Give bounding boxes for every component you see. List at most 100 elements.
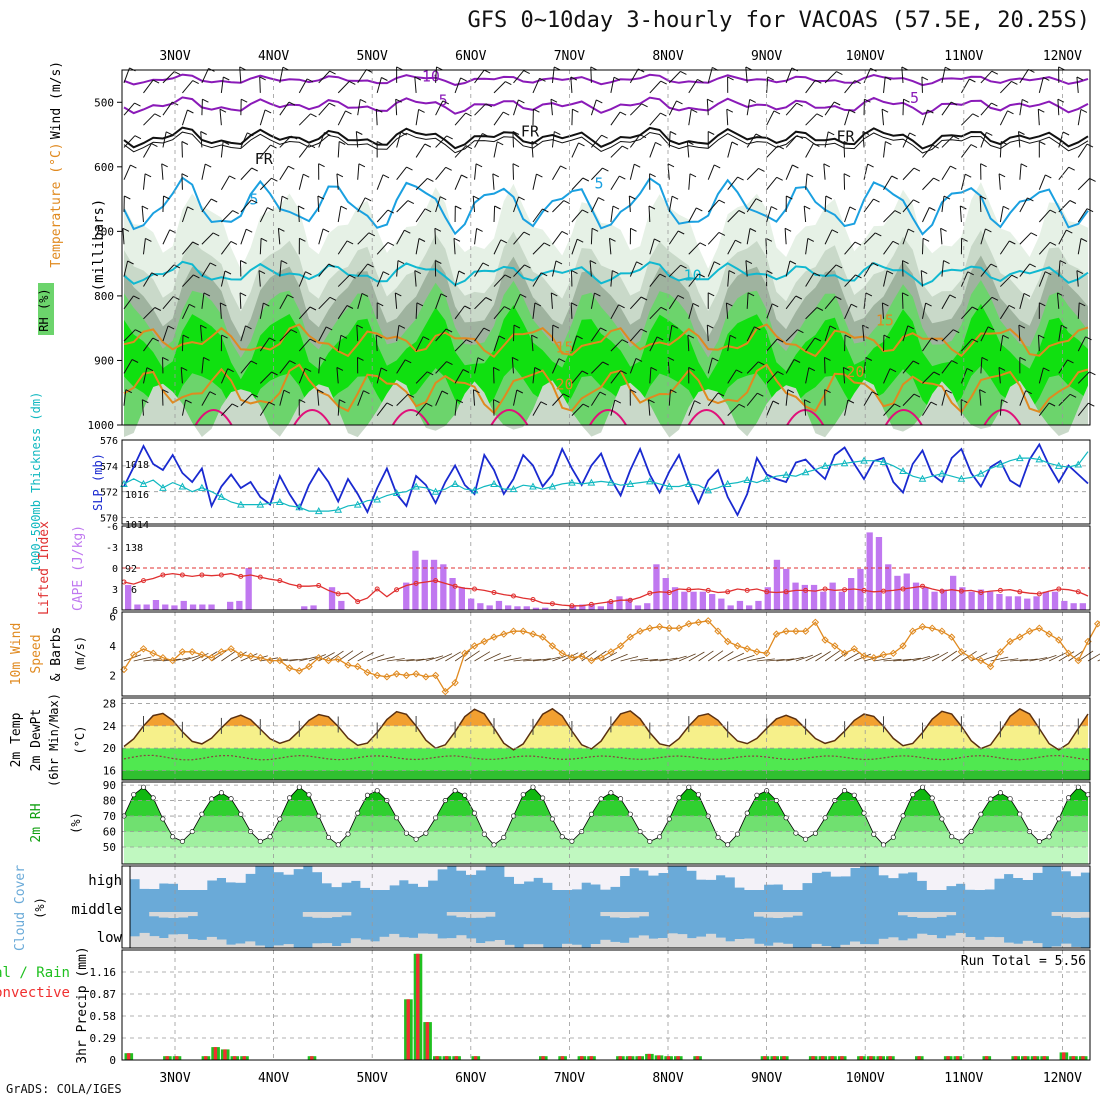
wind-barb (824, 296, 836, 310)
rh-marker (647, 838, 653, 844)
cloud-mid-bar (1051, 912, 1062, 916)
thickness-marker (957, 474, 966, 482)
rh-marker (588, 811, 594, 817)
surface-wind-barb (747, 656, 765, 662)
precip-convective-bar (830, 1056, 834, 1060)
precip-convective-bar (406, 999, 410, 1060)
wind-barb (746, 392, 758, 406)
cloud-high-bar (965, 866, 976, 890)
thickness-marker (1054, 461, 1063, 469)
cloud-low-bar (1003, 942, 1014, 948)
wind-barb-flag (1030, 232, 1038, 237)
wind-barb (240, 229, 247, 245)
cloud-low-bar (283, 944, 294, 948)
wind-barb-flag (361, 292, 369, 297)
wind-barb-flag (345, 110, 352, 115)
rh-marker (1075, 784, 1081, 790)
wind-speed-marker (470, 642, 479, 650)
wind-tick-label: 6 (109, 610, 116, 623)
cape-bar (514, 606, 521, 610)
lifted-index-marker (511, 593, 516, 599)
wind-barb-flag (127, 260, 134, 265)
wind-barb (707, 164, 715, 180)
wind-barb-flag (576, 238, 584, 243)
wind-barb-flag (1019, 356, 1027, 361)
wind-barb-flag (464, 305, 471, 310)
wind-barb-flag (240, 260, 247, 264)
wind-barb (1000, 274, 1013, 287)
thickness-marker (665, 482, 674, 490)
rh-low-dry-area (124, 379, 1088, 438)
wind-barb-flag (534, 302, 542, 307)
rh-marker (325, 834, 331, 840)
wind-barb (842, 367, 846, 384)
wind-barb-flag (308, 144, 316, 149)
wind-barb (648, 399, 651, 416)
wind-barb-flag (427, 177, 434, 182)
wind-speed-marker (597, 653, 605, 662)
surface-wind-barb (367, 654, 385, 662)
wind-barb-flag (436, 66, 443, 71)
wind-panel (121, 611, 1091, 697)
wind-barb-flag (1059, 260, 1067, 265)
lifted-index-marker (1017, 589, 1023, 595)
precip-convective-bar (435, 1056, 439, 1060)
wind-barb (277, 228, 281, 245)
wind-barb (746, 292, 749, 309)
wind-barb-flag (1045, 174, 1052, 179)
rh-marker (286, 795, 292, 801)
wind-barb (142, 238, 146, 255)
wind-barb-flag (981, 356, 989, 361)
surface-wind-barb (659, 657, 678, 662)
wind-barb (415, 143, 426, 158)
wind-barb-flag (251, 167, 258, 172)
cloud-low-bar (629, 937, 640, 948)
precip-axis-label: 3hr Precip (mm) (75, 946, 90, 1063)
rh-shading (124, 182, 1088, 438)
cloud-high-bar (782, 866, 793, 890)
wind-barb (221, 403, 233, 416)
wind-barb (143, 113, 156, 126)
slp-line (123, 442, 1089, 518)
wind-barb-flag (387, 209, 395, 214)
precip-convective-bar (560, 1056, 565, 1060)
wind-barb (1077, 302, 1080, 319)
wind-barb-flag (793, 359, 801, 363)
rh-marker (559, 834, 565, 840)
wind-barb-flag (407, 200, 415, 205)
rh-marker (131, 792, 137, 798)
wind-barb (707, 261, 715, 277)
wind-barb-flag (707, 324, 714, 329)
lifted-index-marker (335, 591, 341, 597)
wind-barb (162, 71, 175, 84)
day-label-bottom: 3NOV (159, 1071, 190, 1086)
wind-barb-flag (927, 109, 934, 114)
wind-barb (472, 196, 476, 213)
wind-barb-flag (180, 366, 188, 371)
wind-barb-flag (680, 264, 687, 269)
wind-barb-flag (192, 241, 199, 246)
wind-speed-marker (344, 661, 352, 669)
wind-barb-flag (281, 195, 289, 200)
wind-barb-flag (142, 399, 149, 404)
lifted-index-tick-label: 3 (112, 585, 118, 596)
wind-barb (454, 305, 466, 320)
cloud-mid-bar (341, 912, 352, 916)
precip-tick-label: 0.29 (90, 1032, 117, 1045)
wind-barb (357, 69, 367, 84)
rh-marker (1046, 834, 1052, 840)
rh-marker (345, 831, 351, 837)
wind-barb (1077, 336, 1086, 352)
wind-barb (162, 195, 164, 213)
wind-speed-marker (831, 642, 839, 650)
precip-convective-bar (454, 1056, 459, 1060)
cape-bar (950, 575, 957, 610)
surface-wind-barb (932, 651, 949, 662)
wind-speed-marker (607, 648, 615, 656)
wind-barb (532, 173, 537, 190)
wind-barb-flag (692, 302, 700, 307)
wind-barb (552, 200, 565, 213)
wind-barb (395, 99, 398, 116)
wind-speed-marker (285, 664, 294, 672)
cape-bar (208, 604, 215, 610)
